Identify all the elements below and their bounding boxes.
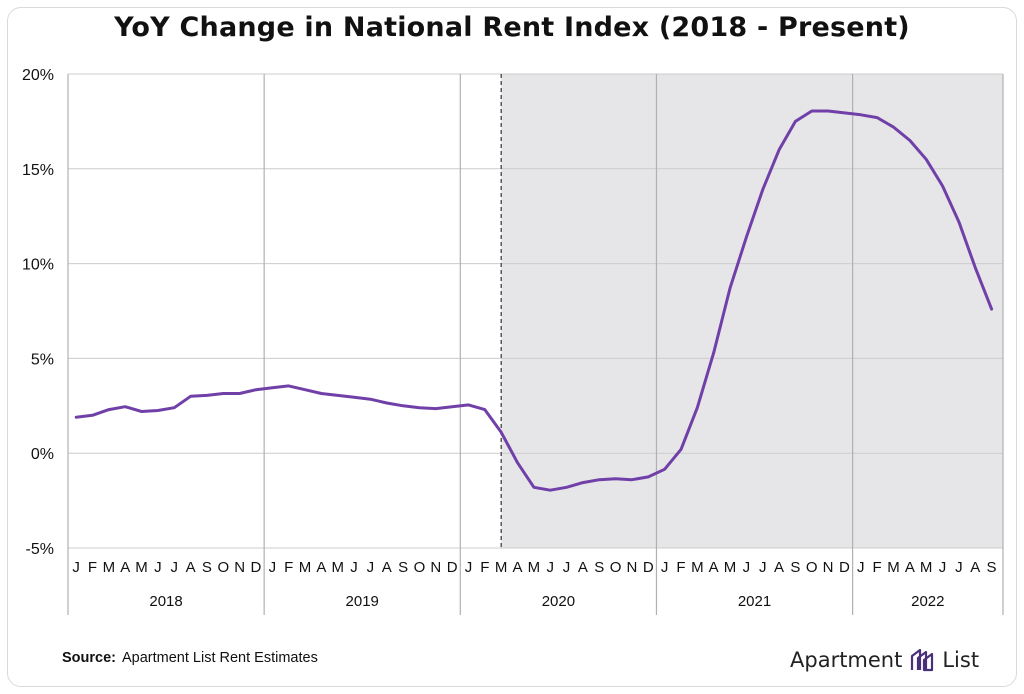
month-tick-label: M (887, 559, 900, 576)
month-tick-label: D (839, 559, 850, 576)
brand-right: List (942, 648, 980, 672)
month-tick-label: J (661, 559, 669, 576)
month-tick-label: A (120, 559, 130, 576)
month-tick-label: J (367, 559, 375, 576)
month-tick-label: F (676, 559, 685, 576)
series-line (74, 109, 994, 492)
month-tick-label: M (724, 559, 737, 576)
month-tick-label: M (920, 559, 933, 576)
month-tick-label: M (299, 559, 312, 576)
month-tick-label: J (154, 559, 162, 576)
month-tick-label: J (269, 559, 277, 576)
y-tick-label: -5% (26, 541, 54, 558)
source-label: Source: (62, 650, 116, 666)
y-tick-label: 20% (22, 67, 54, 84)
month-tick-label: N (823, 559, 834, 576)
month-tick-label: A (905, 559, 915, 576)
month-tick-label: O (806, 559, 818, 576)
month-tick-label: N (627, 559, 638, 576)
month-tick-label: O (217, 559, 229, 576)
month-tick-label: J (743, 559, 751, 576)
month-tick-label: F (480, 559, 489, 576)
year-label: 2021 (738, 593, 771, 610)
chart-title: YoY Change in National Rent Index (2018 … (114, 12, 910, 43)
month-tick-label: S (202, 559, 212, 576)
month-tick-label: A (316, 559, 326, 576)
month-tick-label: F (873, 559, 882, 576)
month-tick-label: D (251, 559, 262, 576)
month-tick-label: S (790, 559, 800, 576)
month-tick-label: M (331, 559, 344, 576)
brand-left: Apartment (790, 648, 903, 672)
month-tick-label: J (465, 559, 473, 576)
month-tick-label: O (414, 559, 426, 576)
month-tick-label: M (691, 559, 704, 576)
month-tick-label: J (955, 559, 963, 576)
year-label: 2020 (542, 593, 575, 610)
y-tick-label: 0% (31, 446, 54, 463)
month-tick-label: D (447, 559, 458, 576)
year-label: 2019 (346, 593, 379, 610)
month-tick-label: M (495, 559, 508, 576)
month-tick-label: A (382, 559, 392, 576)
month-tick-label: A (513, 559, 523, 576)
month-tick-label: J (939, 559, 947, 576)
month-tick-label: D (643, 559, 654, 576)
y-tick-label: 15% (22, 162, 54, 179)
month-tick-label: A (709, 559, 719, 576)
month-tick-label: O (610, 559, 622, 576)
month-tick-label: J (546, 559, 554, 576)
month-tick-label: J (857, 559, 865, 576)
month-tick-label: N (234, 559, 245, 576)
year-label: 2022 (911, 593, 944, 610)
source-text: Apartment List Rent Estimates (122, 650, 318, 666)
month-tick-label: M (135, 559, 148, 576)
month-tick-label: A (774, 559, 784, 576)
month-tick-label: A (970, 559, 980, 576)
month-tick-label: A (578, 559, 588, 576)
month-tick-label: J (563, 559, 571, 576)
month-tick-label: N (430, 559, 441, 576)
month-tick-label: M (528, 559, 541, 576)
source-note: Source: Apartment List Rent Estimates (62, 650, 318, 666)
y-tick-label: 5% (31, 351, 54, 368)
apartment-list-logo-icon (911, 648, 934, 672)
month-tick-label: S (398, 559, 408, 576)
year-label: 2018 (149, 593, 182, 610)
shaded-region (501, 74, 1003, 548)
apartment-list-logo: Apartment List (790, 644, 979, 676)
month-tick-label: J (72, 559, 80, 576)
month-tick-label: A (186, 559, 196, 576)
month-tick-label: J (350, 559, 358, 576)
month-tick-label: S (594, 559, 604, 576)
month-tick-label: F (88, 559, 97, 576)
month-tick-label: S (987, 559, 997, 576)
month-tick-label: F (284, 559, 293, 576)
month-tick-label: M (103, 559, 116, 576)
month-tick-label: J (171, 559, 179, 576)
month-tick-label: J (759, 559, 767, 576)
y-tick-label: 10% (22, 257, 54, 274)
